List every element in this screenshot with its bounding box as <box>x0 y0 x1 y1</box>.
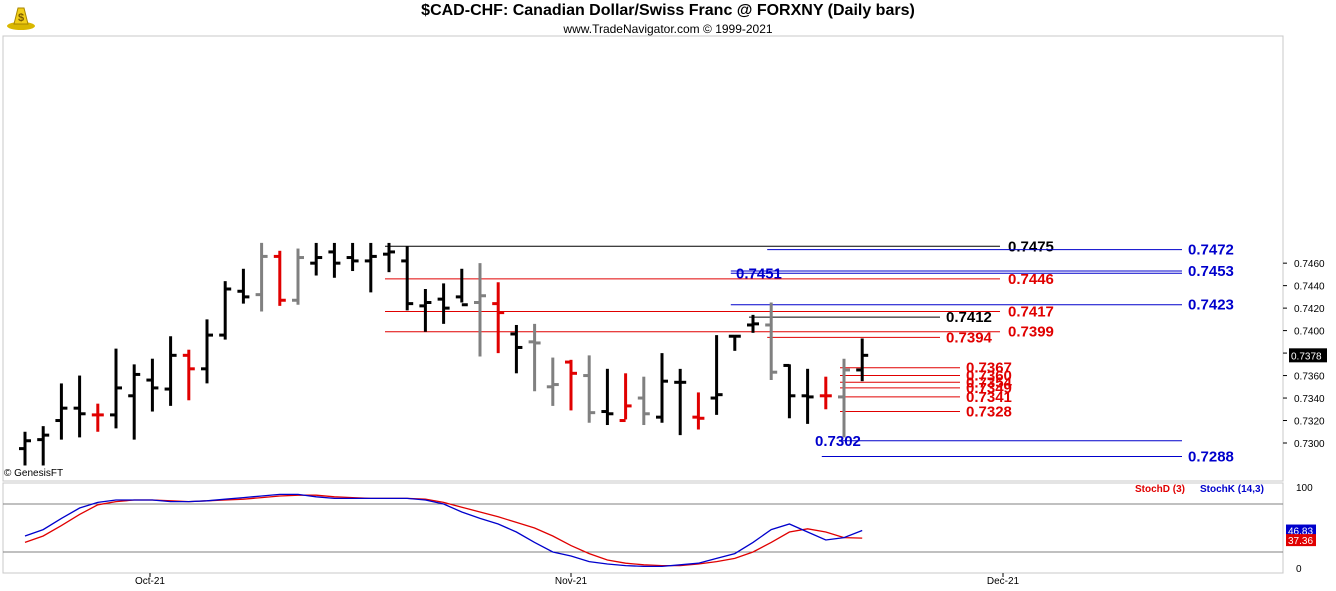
stoch-legend-label: StochK (14,3) <box>1200 484 1264 495</box>
stoch-tick-label: 100 <box>1296 483 1313 494</box>
last-price-label: 0.7378 <box>1291 351 1322 362</box>
price-tick-label: 0.7320 <box>1294 417 1325 428</box>
price-level-label: 0.7412 <box>946 309 992 326</box>
price-level-label: 0.7472 <box>1188 242 1234 259</box>
price-level-label: 0.7451 <box>736 265 782 282</box>
watermark: © GenesisFT <box>4 468 64 479</box>
price-level-label: 0.7360 <box>966 368 1012 385</box>
price-level-label: 0.7453 <box>1188 263 1234 280</box>
stoch-d-line <box>24 494 863 567</box>
chart-title: $CAD-CHF: Canadian Dollar/Swiss Franc @ … <box>421 2 915 19</box>
price-tick-label: 0.7400 <box>1294 327 1325 338</box>
stoch-tick-label: 0 <box>1296 564 1302 575</box>
stochastic-panel-frame <box>2 482 1284 574</box>
chart-subtitle: www.TradeNavigator.com © 1999-2021 <box>563 22 773 36</box>
price-panel-frame <box>2 35 1284 482</box>
stoch-k-value-label: 46.83 <box>1288 527 1313 538</box>
svg-text:$: $ <box>18 12 24 24</box>
price-tick-label: 0.7460 <box>1294 259 1325 270</box>
price-level-label: 0.7423 <box>1188 297 1234 314</box>
price-level-label: 0.7367 <box>966 360 1012 377</box>
x-axis-label: Dec-21 <box>987 576 1020 587</box>
x-axis-label: Nov-21 <box>555 576 588 587</box>
stoch-legend-label: StochD (3) <box>1135 484 1185 495</box>
price-tick-label: 0.7340 <box>1294 394 1325 405</box>
price-level-label: 0.7341 <box>966 389 1012 406</box>
x-axis-label: Oct-21 <box>135 576 165 587</box>
price-level-label: 0.7328 <box>966 404 1012 421</box>
price-tick-label: 0.7420 <box>1294 304 1325 315</box>
price-tick-label: 0.7300 <box>1294 439 1325 450</box>
stoch-d-value-label: 37.36 <box>1288 536 1313 547</box>
price-level-label: 0.7446 <box>1008 271 1054 288</box>
price-level-label: 0.7354 <box>966 374 1013 391</box>
dollar-logo-icon: $ <box>7 7 35 30</box>
price-level-label: 0.7394 <box>946 329 993 346</box>
stoch-k-line <box>24 493 863 568</box>
stoch-k-value-box <box>1286 524 1316 537</box>
price-tick-label: 0.7360 <box>1294 372 1325 383</box>
stoch-d-value-box <box>1286 534 1316 547</box>
price-tick-label: 0.7440 <box>1294 282 1325 293</box>
price-level-label: 0.7475 <box>1008 238 1054 255</box>
last-price-box <box>1289 348 1327 363</box>
price-level-label: 0.7417 <box>1008 303 1054 320</box>
price-level-label: 0.7349 <box>966 380 1012 397</box>
price-level-label: 0.7399 <box>1008 324 1054 341</box>
price-level-label: 0.7288 <box>1188 448 1234 465</box>
price-level-label: 0.7302 <box>815 433 861 450</box>
